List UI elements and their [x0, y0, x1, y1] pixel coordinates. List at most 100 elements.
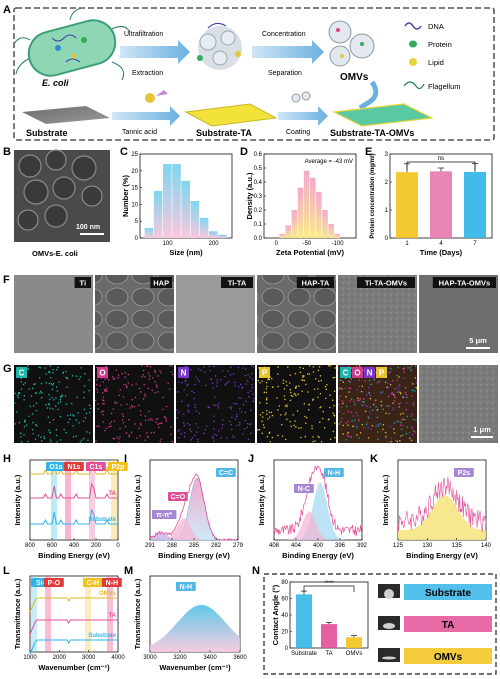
c1s-peak-co: C=O [171, 494, 186, 501]
eds-dot [208, 406, 210, 409]
eds-dot [393, 428, 395, 430]
eds-dot [139, 435, 141, 437]
eds-dot [242, 433, 244, 435]
chart-m-x-tick-label: 3400 [203, 655, 217, 661]
eds-dot [312, 366, 315, 368]
eds-dot [18, 392, 21, 394]
sem-label: HAP-TA [302, 279, 330, 288]
eds-dot [130, 431, 133, 433]
eds-dot [346, 432, 348, 435]
eds-dot [412, 430, 415, 432]
eds-dot [306, 416, 308, 419]
eds-dot [345, 422, 347, 424]
eds-dot [199, 380, 201, 383]
eds-dot [348, 391, 350, 393]
eds-dot [346, 405, 348, 408]
eds-dot [79, 376, 82, 378]
zeta-bar [291, 210, 298, 238]
eds-dot [241, 387, 243, 389]
eds-dot [295, 394, 297, 397]
eds-dot [20, 436, 22, 438]
eds-dot [353, 400, 355, 403]
eds-dot [347, 420, 349, 423]
chart-d: 0.0 0.1 0.2 0.3 0.4 0.5 0.6 0 -50 -100 Average = -… [245, 152, 357, 257]
eds-dot [263, 426, 265, 429]
eds-dot [308, 373, 311, 375]
chart-l-x-tick-label: 2000 [53, 655, 67, 661]
chart-d-y-tick-label: 0.5 [254, 166, 263, 172]
eds-dot [50, 377, 52, 379]
chart-n-y-tick-label: 80 [281, 580, 288, 586]
eds-dot [135, 383, 137, 385]
chart-k-x-tick-label: 125 [393, 543, 404, 549]
chart-d-xlabel: Zeta Potential (mV) [276, 248, 344, 257]
eds-dot [98, 425, 100, 427]
chart-n-x-tick-label: OMVs [346, 651, 363, 657]
chart-l-x-tick-label: 1000 [23, 655, 37, 661]
eds-dot [79, 441, 81, 443]
eds-dot [391, 394, 393, 396]
eds-dot [325, 388, 327, 391]
eds-dot [242, 403, 245, 406]
eds-dot [361, 385, 363, 387]
eds-dot [124, 425, 127, 428]
eds-dot [105, 390, 107, 392]
eds-dot [64, 395, 67, 397]
arrow-separation [252, 40, 324, 64]
eds-dot [411, 425, 414, 428]
arrow-extraction [120, 40, 190, 64]
eds-dot [49, 371, 51, 374]
eds-dot [27, 368, 30, 371]
eds-dot [142, 374, 144, 376]
eds-dot [215, 385, 218, 387]
eds-dot [377, 431, 379, 433]
eds-dot [134, 423, 136, 425]
eds-dot [154, 371, 157, 373]
eds-dot [247, 438, 250, 441]
eds-dot [50, 383, 53, 385]
eds-dot [360, 390, 363, 393]
eds-dot [373, 379, 375, 381]
c1s-cc-fill [150, 477, 238, 541]
eds-dot [41, 391, 43, 394]
eds-dot [282, 382, 284, 384]
chart-e-x-tick-label: 1 [405, 241, 409, 247]
eds-dot [410, 365, 413, 367]
n1s-peak-nh: N-H [328, 470, 340, 477]
sem-label-bg [432, 277, 496, 288]
eds-dot [356, 389, 358, 391]
eds-dot [53, 399, 55, 401]
chart-e-y-tick-label: 2 [385, 180, 389, 186]
eds-dot [318, 366, 321, 368]
eds-dot [252, 401, 255, 403]
eds-dot [111, 376, 114, 378]
eds-dot [248, 423, 251, 426]
eds-dot [351, 367, 353, 369]
eds-dot [277, 385, 279, 388]
eds-dot [67, 421, 69, 424]
eds-dot [143, 369, 145, 372]
sem-label: Ti-TA [228, 279, 247, 288]
eds-dot [160, 438, 162, 440]
eds-dot [402, 418, 404, 421]
eds-dot [257, 429, 259, 431]
p2s-raw-line [397, 476, 487, 533]
eds-dot [39, 377, 41, 379]
eds-dot [144, 393, 146, 395]
eds-dot [194, 404, 196, 406]
eds-dot [100, 377, 102, 379]
eds-dot [171, 365, 173, 367]
eds-dot [290, 425, 292, 428]
chart-h-ylabel: Intensity (a.u.) [13, 474, 22, 525]
eds-dot [124, 371, 126, 374]
eds-dot [105, 387, 108, 390]
legend-protein: Protein [428, 40, 452, 49]
legend-label: Substrate [425, 588, 472, 599]
p2s-fill [398, 495, 486, 540]
eds-dot [65, 431, 67, 434]
chart-d-x-tick-label: 0 [275, 241, 279, 247]
eds-dot [247, 391, 249, 394]
eds-label-bg [97, 367, 108, 378]
